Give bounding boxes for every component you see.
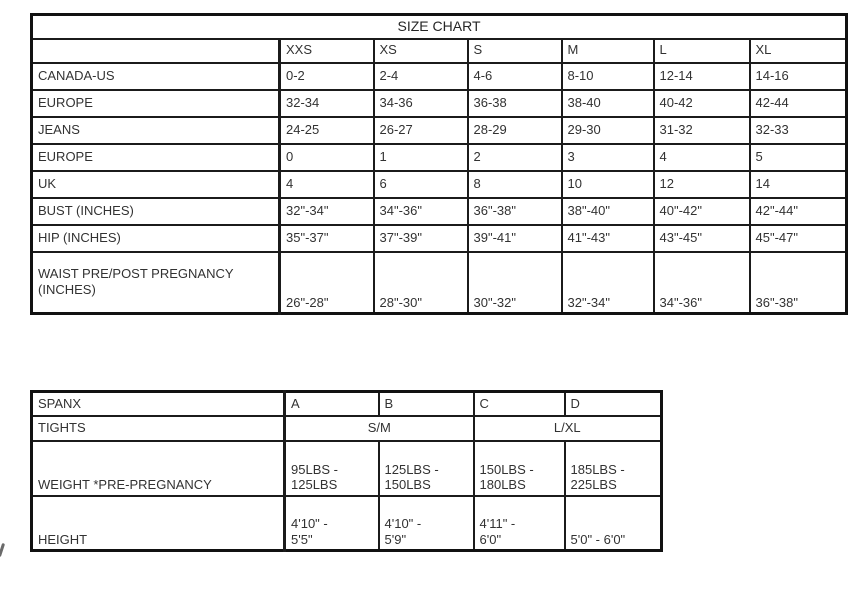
spanx-cell: 4'10" - 5'9" [377,494,475,552]
table-row: SPANX A B C D [30,390,663,417]
table-row: BUST (INCHES) 32"-34" 34"-36" 36"-38" 38… [30,196,848,226]
spanx-cell: L/XL [472,414,663,442]
size-cell: 26-27 [372,115,469,145]
size-cell: 8-10 [560,61,655,91]
size-cell: 4-6 [466,61,563,91]
size-cell: 14 [748,169,848,199]
size-row-label: WAIST PRE/POST PREGNANCY (INCHES) [30,250,281,315]
spanx-row-label: SPANX [30,390,286,417]
size-cell: 40"-42" [652,196,751,226]
size-col-header: XXS [278,37,375,64]
size-cell: 31-32 [652,115,751,145]
table-row: EUROPE 0 1 2 3 4 5 [30,142,848,172]
size-cell: 45"-47" [748,223,848,253]
size-cell: 38-40 [560,88,655,118]
size-row-label: HIP (INCHES) [30,223,281,253]
spanx-row-label: TIGHTS [30,414,286,442]
spanx-row-label: HEIGHT [30,494,286,552]
size-cell: 24-25 [278,115,375,145]
size-col-header: XS [372,37,469,64]
size-cell: 0-2 [278,61,375,91]
size-cell: 6 [372,169,469,199]
size-row-label: JEANS [30,115,281,145]
stray-mark [0,542,6,558]
spanx-cell: 150LBS - 180LBS [472,439,566,497]
spanx-cell: 5'0" - 6'0" [563,494,663,552]
size-row-label: EUROPE [30,142,281,172]
size-col-header: XL [748,37,848,64]
size-cell: 42"-44" [748,196,848,226]
size-cell: 28"-30" [372,250,469,315]
size-cell: 28-29 [466,115,563,145]
spanx-tights-table: SPANX A B C D TIGHTS S/M L/XL WEIGHT *PR… [30,390,663,552]
size-cell: 2 [466,142,563,172]
size-cell: 29-30 [560,115,655,145]
size-cell: 14-16 [748,61,848,91]
spanx-cell: D [563,390,663,417]
size-cell: 36"-38" [466,196,563,226]
table-row: UK 4 6 8 10 12 14 [30,169,848,199]
spanx-cell: 125LBS - 150LBS [377,439,475,497]
size-cell: 36-38 [466,88,563,118]
spanx-row-label: WEIGHT *PRE-PREGNANCY [30,439,286,497]
spanx-cell: S/M [283,414,475,442]
spanx-cell: B [377,390,475,417]
size-cell: 38"-40" [560,196,655,226]
size-row-label: BUST (INCHES) [30,196,281,226]
size-cell: 8 [466,169,563,199]
size-cell: 10 [560,169,655,199]
size-row-label: EUROPE [30,88,281,118]
size-cell: 32"-34" [560,250,655,315]
size-col-header: L [652,37,751,64]
spanx-cell: A [283,390,380,417]
size-cell: 32-34 [278,88,375,118]
size-cell: 32-33 [748,115,848,145]
size-cell: 30"-32" [466,250,563,315]
spanx-cell: 95LBS - 125LBS [283,439,380,497]
size-col-header: S [466,37,563,64]
size-row-label: UK [30,169,281,199]
size-cell: 42-44 [748,88,848,118]
size-cell: 12 [652,169,751,199]
size-cell: 36"-38" [748,250,848,315]
size-cell: 12-14 [652,61,751,91]
table-row: HIP (INCHES) 35"-37" 37"-39" 39"-41" 41"… [30,223,848,253]
table-row: EUROPE 32-34 34-36 36-38 38-40 40-42 42-… [30,88,848,118]
size-cell: 26"-28" [278,250,375,315]
size-cell: 39"-41" [466,223,563,253]
size-cell: 34"-36" [372,196,469,226]
size-cell: 35"-37" [278,223,375,253]
size-header-blank [30,37,281,64]
size-cell: 37"-39" [372,223,469,253]
table-row: WEIGHT *PRE-PREGNANCY 95LBS - 125LBS 125… [30,439,663,497]
size-cell: 1 [372,142,469,172]
size-cell: 32"-34" [278,196,375,226]
table-row: CANADA-US 0-2 2-4 4-6 8-10 12-14 14-16 [30,61,848,91]
size-cell: 34"-36" [652,250,751,315]
size-chart-header-row: XXS XS S M L XL [30,37,848,64]
size-cell: 34-36 [372,88,469,118]
spanx-cell: C [472,390,566,417]
size-cell: 43"-45" [652,223,751,253]
size-cell: 2-4 [372,61,469,91]
size-cell: 3 [560,142,655,172]
size-col-header: M [560,37,655,64]
size-cell: 41"-43" [560,223,655,253]
size-row-label: CANADA-US [30,61,281,91]
size-cell: 0 [278,142,375,172]
table-row: JEANS 24-25 26-27 28-29 29-30 31-32 32-3… [30,115,848,145]
size-cell: 4 [278,169,375,199]
size-cell: 40-42 [652,88,751,118]
size-chart-title-row: SIZE CHART [30,13,848,40]
size-cell: 4 [652,142,751,172]
table-row: WAIST PRE/POST PREGNANCY (INCHES) 26"-28… [30,250,848,315]
spanx-cell: 4'10" - 5'5" [283,494,380,552]
size-cell: 5 [748,142,848,172]
spanx-cell: 4'11" - 6'0" [472,494,566,552]
table-row: HEIGHT 4'10" - 5'5" 4'10" - 5'9" 4'11" -… [30,494,663,552]
table-row: TIGHTS S/M L/XL [30,414,663,442]
size-chart-table: SIZE CHART XXS XS S M L XL CANADA-US 0-2… [30,13,849,315]
spanx-cell: 185LBS - 225LBS [563,439,663,497]
size-chart-title: SIZE CHART [30,13,848,40]
